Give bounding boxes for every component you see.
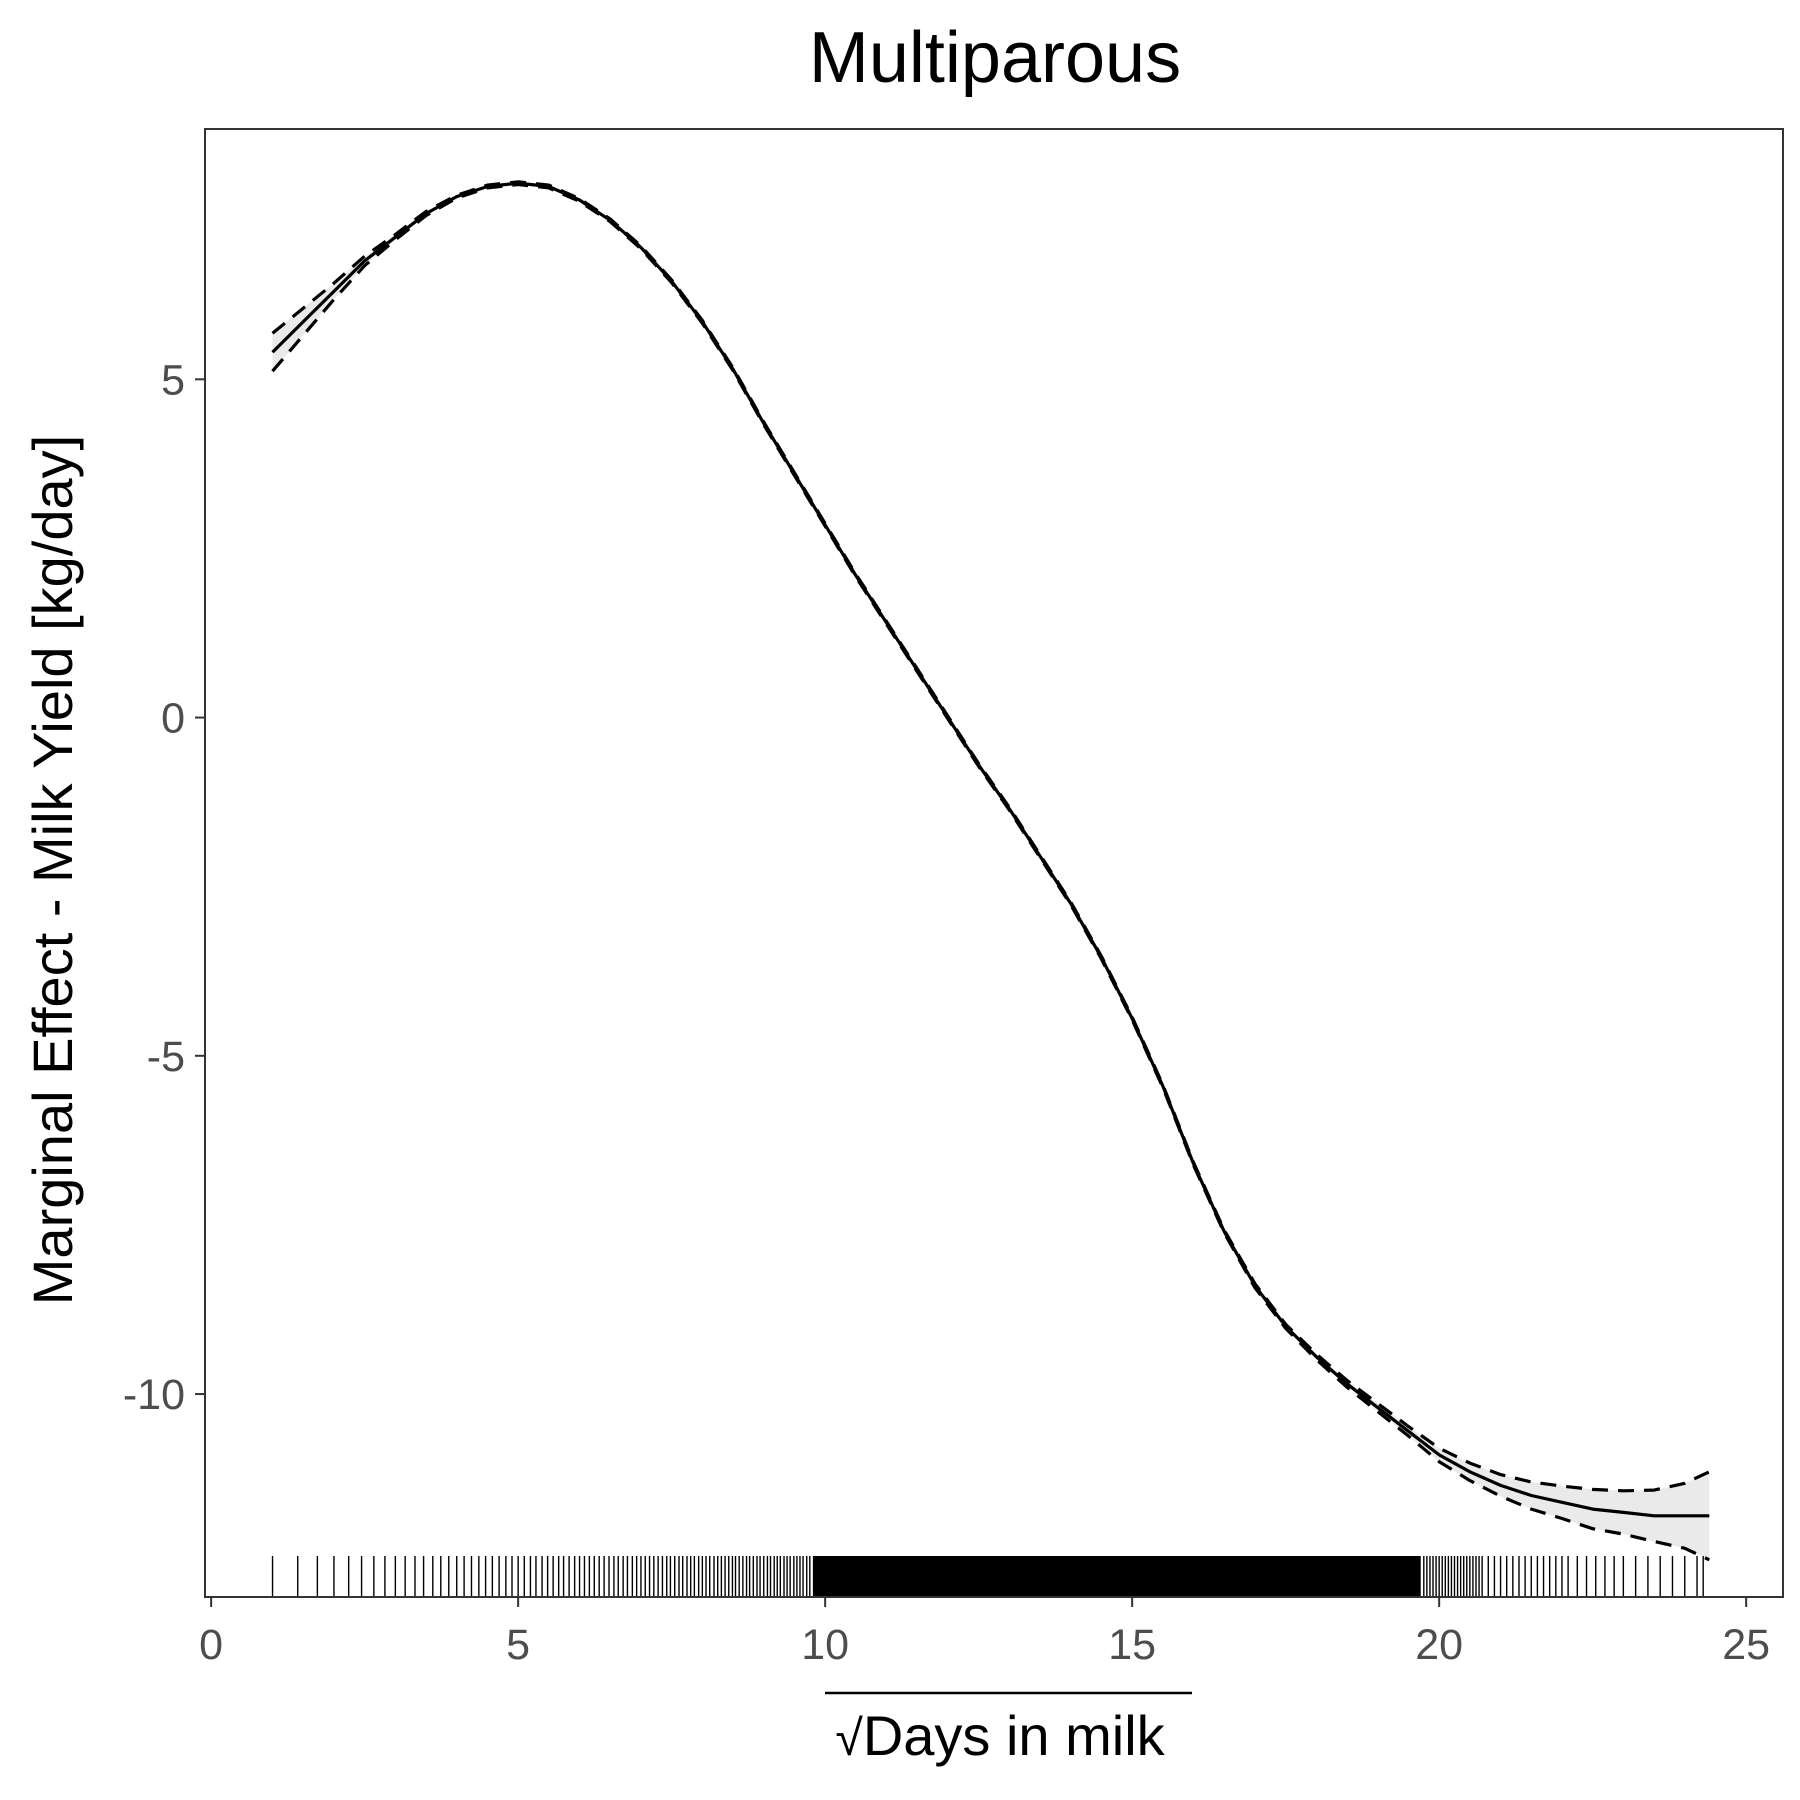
- series-lines: [271, 180, 1710, 1562]
- x-axis-title-text: Days in milk: [863, 1704, 1166, 1767]
- y-axis-title: Marginal Effect - Milk Yield [kg/day]: [21, 435, 84, 1305]
- y-axis: -10 -5 0 5: [123, 356, 205, 1419]
- x-tick-label: 0: [199, 1621, 223, 1669]
- confidence-band: [272, 181, 1710, 1560]
- y-tick-label: 0: [161, 695, 185, 743]
- chart-title: Multiparous: [809, 18, 1181, 98]
- x-tick-label: 15: [1108, 1621, 1156, 1669]
- x-tick-label: 5: [506, 1621, 530, 1669]
- y-tick-label: -5: [147, 1033, 185, 1081]
- x-axis: 0 5 10 15 20 25: [199, 1597, 1770, 1669]
- rug-marks: [271, 1556, 1704, 1597]
- lower-bound-line: [271, 182, 1710, 1562]
- rug-dense-block: [812, 1556, 1421, 1597]
- x-tick-label: 20: [1415, 1621, 1463, 1669]
- estimate-line: [271, 181, 1710, 1518]
- confidence-band-area: [272, 181, 1710, 1560]
- plot-panel: [204, 128, 1784, 1598]
- x-tick-label: 25: [1722, 1621, 1770, 1669]
- y-tick-label: 5: [161, 356, 185, 404]
- upper-bound-line: [271, 180, 1710, 1493]
- y-tick-label: -10: [123, 1371, 185, 1419]
- x-tick-label: 10: [801, 1621, 849, 1669]
- sqrt-symbol: √: [835, 1710, 863, 1766]
- x-axis-title: √Days in milk: [835, 1704, 1165, 1767]
